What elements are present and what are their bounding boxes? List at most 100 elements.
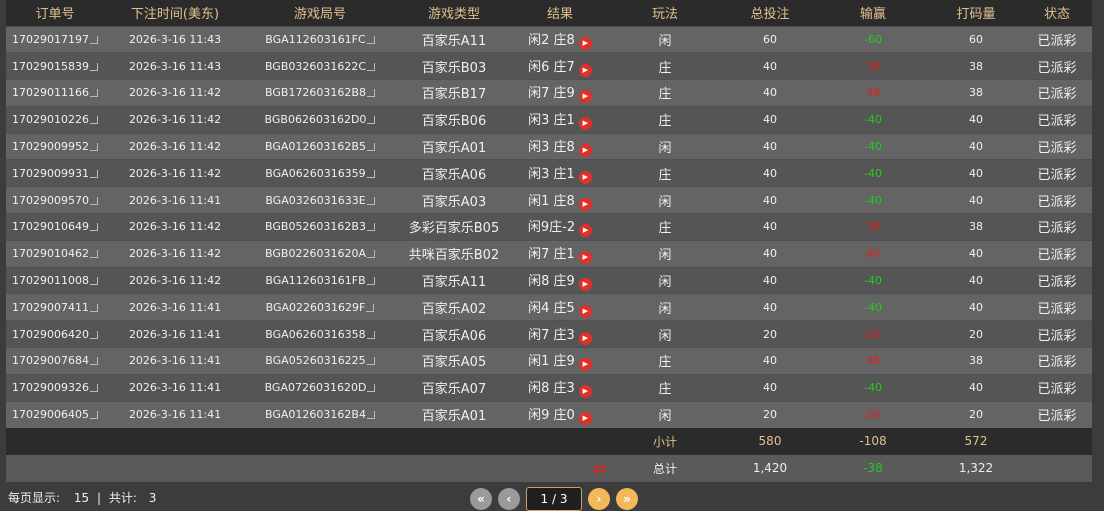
- play-replay-icon[interactable]: ▶: [578, 197, 592, 211]
- game-type: 多彩百家乐B05: [394, 213, 514, 241]
- result-cell: 闲7 庄3 ▶: [514, 320, 606, 348]
- copy-icon[interactable]: [366, 223, 375, 232]
- column-header: 订单号: [6, 0, 104, 26]
- status: 已派彩: [1022, 320, 1092, 348]
- valid-bet: 20: [930, 320, 1022, 348]
- subtotal-label: 小计: [606, 427, 724, 455]
- copy-icon[interactable]: [89, 384, 98, 393]
- result-text: 闲7 庄9: [528, 86, 575, 102]
- play-replay-icon[interactable]: ▶: [578, 170, 592, 184]
- play-replay-icon[interactable]: ▶: [578, 251, 592, 265]
- copy-icon[interactable]: [366, 250, 375, 259]
- copy-icon[interactable]: [366, 143, 375, 152]
- column-header: 打码量: [930, 0, 1022, 26]
- order-cell: 17029010226: [6, 105, 104, 134]
- bet-side: 庄: [606, 213, 724, 241]
- round-id: BGB172603162B8: [265, 86, 366, 100]
- table-row: 17029007684 2026-3-16 11:41 BGA05260316225…: [6, 347, 1092, 375]
- copy-icon[interactable]: [89, 411, 98, 420]
- table-row: 17029017197 2026-3-16 11:43 BGA112603161FC…: [6, 25, 1092, 53]
- result-text: 闲6 庄7: [528, 59, 575, 75]
- bet-side: 庄: [606, 52, 724, 80]
- copy-icon[interactable]: [89, 303, 98, 312]
- valid-bet: 40: [930, 239, 1022, 268]
- game-type: 百家乐A06: [394, 159, 514, 187]
- status: 已派彩: [1022, 373, 1092, 402]
- copy-icon[interactable]: [89, 62, 98, 71]
- copy-icon[interactable]: [366, 303, 375, 312]
- result-cell: 闲7 庄9 ▶: [514, 79, 606, 107]
- copy-icon[interactable]: [366, 35, 375, 44]
- round-id: BGA012603162B4: [265, 408, 366, 422]
- play-replay-icon[interactable]: ▶: [578, 63, 592, 77]
- subtotal-win: -108: [816, 427, 930, 455]
- copy-icon[interactable]: [366, 277, 375, 286]
- play-replay-icon[interactable]: ▶: [578, 36, 592, 50]
- table-header: 订单号 下注时间(美东) 游戏局号 游戏类型 结果 玩法 总投注 输赢 打码量 状态: [6, 0, 1092, 26]
- copy-icon[interactable]: [367, 62, 376, 71]
- table-row: 17029011008 2026-3-16 11:42 BGA112603161FB…: [6, 266, 1092, 294]
- round-id: BGA06260316359: [265, 166, 366, 180]
- play-replay-icon[interactable]: ▶: [578, 304, 592, 318]
- bet-records-table: 订单号 下注时间(美东) 游戏局号 游戏类型 结果 玩法 总投注 输赢 打码量 状态 170290…: [6, 0, 1092, 482]
- valid-bet: 38: [930, 213, 1022, 241]
- play-replay-icon[interactable]: ▶: [578, 90, 592, 104]
- first-page-button[interactable]: «: [470, 488, 492, 510]
- next-page-button[interactable]: ›: [588, 488, 610, 510]
- valid-bet: 20: [930, 400, 1022, 428]
- copy-icon[interactable]: [89, 330, 98, 339]
- game-type: 百家乐A06: [394, 320, 514, 348]
- round-cell: BGB0226031620A: [246, 239, 394, 268]
- copy-icon[interactable]: [89, 223, 98, 232]
- copy-icon[interactable]: [89, 250, 98, 259]
- copy-icon[interactable]: [89, 357, 98, 366]
- play-replay-icon[interactable]: ▶: [578, 117, 592, 131]
- copy-icon[interactable]: [89, 89, 98, 98]
- round-cell: BGA012603162B4: [246, 400, 394, 428]
- copy-icon[interactable]: [89, 277, 98, 286]
- copy-icon[interactable]: [89, 116, 98, 125]
- copy-icon[interactable]: [366, 357, 375, 366]
- copy-icon[interactable]: [366, 169, 375, 178]
- play-replay-icon[interactable]: ▶: [578, 331, 592, 345]
- copy-icon[interactable]: [366, 330, 375, 339]
- win-loss: 38: [816, 79, 930, 107]
- prev-page-button[interactable]: ‹: [498, 488, 520, 510]
- order-id: 17029010462: [12, 247, 89, 261]
- play-replay-icon[interactable]: ▶: [579, 224, 593, 238]
- result-text: 闲2 庄8: [528, 32, 575, 48]
- valid-bet: 40: [930, 105, 1022, 134]
- game-type: 百家乐B06: [394, 105, 514, 134]
- column-header: 游戏类型: [394, 0, 514, 26]
- copy-icon[interactable]: [89, 143, 98, 152]
- table-row: 17029015839 2026-3-16 11:43 BGB0326031622C…: [6, 52, 1092, 80]
- copy-icon[interactable]: [367, 384, 376, 393]
- total-bet: 1,420: [724, 454, 816, 482]
- page-input[interactable]: 1 / 3: [526, 487, 582, 511]
- copy-icon[interactable]: [89, 35, 98, 44]
- copy-icon[interactable]: [367, 116, 376, 125]
- copy-icon[interactable]: [89, 169, 98, 178]
- play-replay-icon[interactable]: ▶: [578, 144, 592, 158]
- round-id: BGB0326031622C: [264, 59, 367, 73]
- status: 已派彩: [1022, 347, 1092, 375]
- copy-icon[interactable]: [89, 196, 98, 205]
- copy-icon[interactable]: [366, 89, 375, 98]
- win-loss: -40: [816, 293, 930, 321]
- play-replay-icon[interactable]: ▶: [578, 278, 592, 292]
- play-replay-icon[interactable]: ▶: [578, 385, 592, 399]
- last-page-button[interactable]: »: [616, 488, 638, 510]
- play-replay-icon[interactable]: ▶: [578, 358, 592, 372]
- refresh-icon[interactable]: ⇄: [592, 458, 606, 478]
- order-cell: 17029009952: [6, 132, 104, 160]
- round-id: BGB052603162B3: [265, 220, 366, 234]
- table-row: 17029010226 2026-3-16 11:42 BGB062603162D0…: [6, 105, 1092, 134]
- round-id: BGA0226031629F: [265, 300, 366, 314]
- win-loss: 20: [816, 400, 930, 428]
- copy-icon[interactable]: [366, 411, 375, 420]
- round-id: BGA112603161FC: [265, 32, 366, 46]
- play-replay-icon[interactable]: ▶: [578, 412, 592, 426]
- copy-icon[interactable]: [366, 196, 375, 205]
- win-loss: 38: [816, 347, 930, 375]
- bet-amount: 20: [724, 400, 816, 428]
